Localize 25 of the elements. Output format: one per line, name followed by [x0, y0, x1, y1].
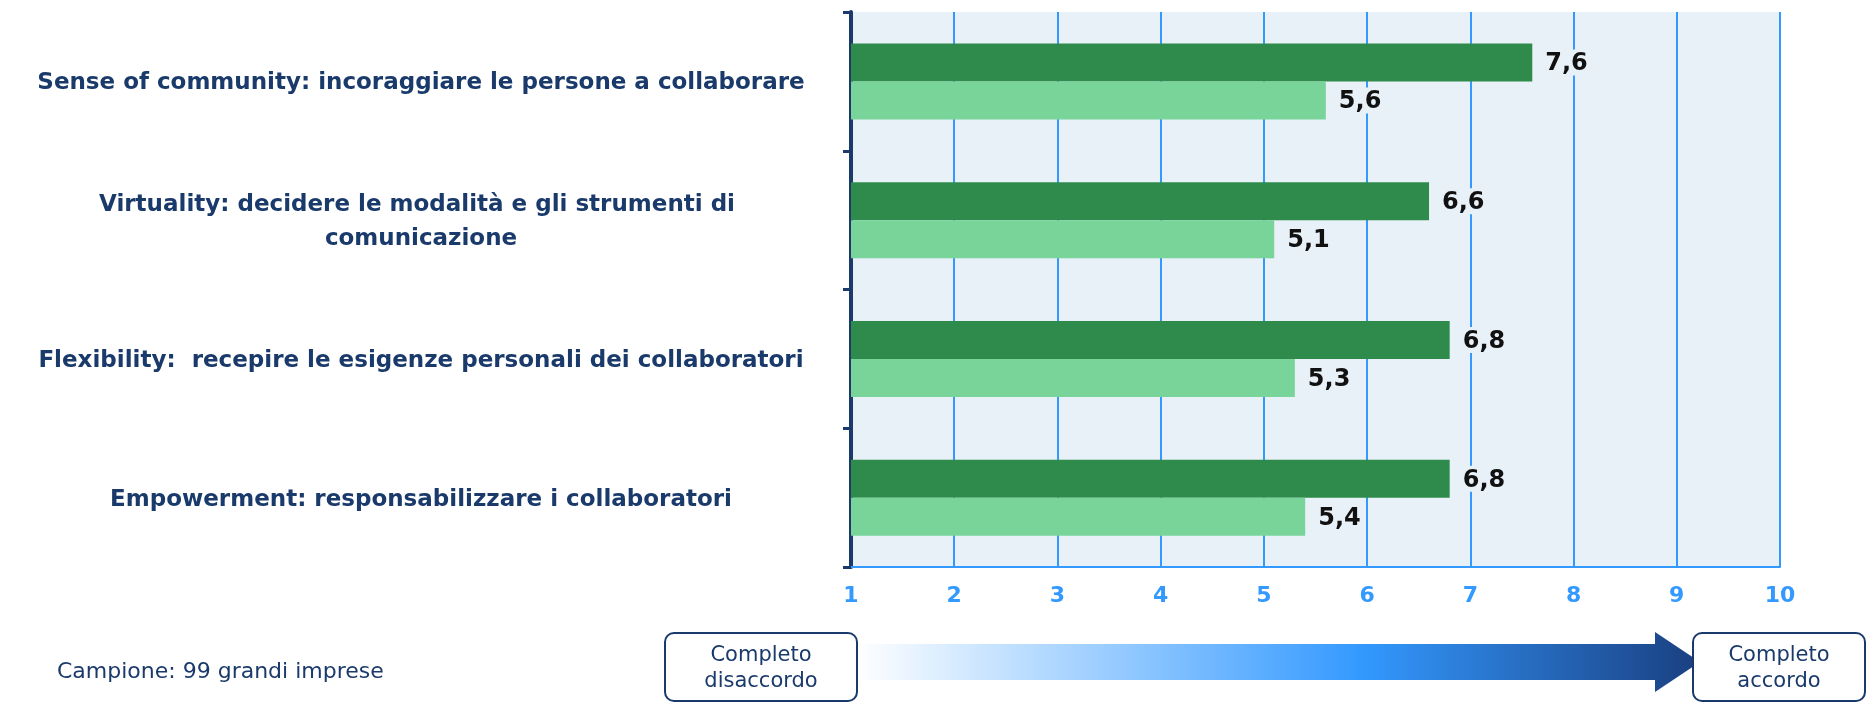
text: Campione: 99 grandi imprese	[57, 658, 384, 683]
y-tick-label: Empowerment: responsabilizzare i collaboratori	[110, 484, 732, 511]
x-tick-label: 7	[1462, 581, 1478, 607]
x-tick-label: 9	[1669, 581, 1685, 607]
text: Completo accordo	[1692, 632, 1866, 702]
x-tick-label: 6	[1359, 581, 1375, 607]
y-tick-label: Flexibility: recepire le esigenze personali dei collaboratori	[38, 345, 804, 372]
x-tick-label: 3	[1049, 581, 1066, 607]
data-label: 6,6	[1442, 187, 1485, 216]
x-tick-label: 8	[1565, 581, 1582, 607]
text: Completo disaccordo	[664, 632, 858, 702]
data-label: 7,6	[1545, 48, 1588, 77]
data-label: 5,4	[1318, 502, 1361, 531]
x-tick-label: 10	[1764, 581, 1796, 607]
x-tick-label: 2	[946, 581, 962, 607]
x-tick-label: 1	[843, 581, 859, 607]
x-tick-label: 4	[1153, 581, 1169, 607]
data-label: 5,3	[1307, 363, 1351, 392]
data-label: 5,1	[1287, 225, 1330, 254]
data-label: 5,6	[1338, 86, 1382, 115]
data-label: 6,8	[1462, 325, 1506, 354]
x-tick-label: 5	[1256, 581, 1272, 607]
y-tick-label: Virtuality: decidere le modalità e gli strumenti di comunicazione	[98, 190, 744, 251]
y-tick-label: Sense of community: incoraggiare le persone a collaborare	[37, 68, 805, 95]
data-label: 6,8	[1462, 464, 1506, 493]
